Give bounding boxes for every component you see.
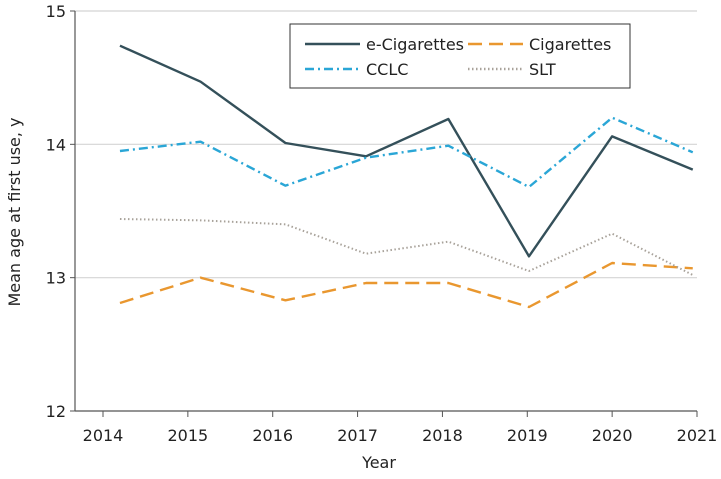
x-tick-label: 2020 [592, 426, 633, 445]
x-axis-label: Year [361, 453, 396, 472]
series-line-cigarettes [120, 263, 693, 307]
y-tick-label: 13 [46, 269, 66, 288]
legend-label: e-Cigarettes [366, 35, 464, 54]
x-tick-label: 2016 [252, 426, 293, 445]
y-tick-label: 14 [46, 135, 66, 154]
x-tick-label: 2018 [422, 426, 463, 445]
y-axis-label: Mean age at first use, y [5, 117, 24, 306]
legend: e-Cigarettes Cigarettes CCLC SLT [290, 24, 630, 88]
series-line-cclc [120, 118, 693, 187]
y-tick-label: 12 [46, 402, 66, 421]
x-tick-label: 2014 [83, 426, 124, 445]
legend-label: SLT [529, 60, 556, 79]
x-tick-label: 2017 [337, 426, 378, 445]
x-tick-label: 2015 [167, 426, 208, 445]
x-tick-label: 2021 [677, 426, 718, 445]
legend-label: CCLC [366, 60, 408, 79]
legend-label: Cigarettes [529, 35, 611, 54]
x-tick-label: 2019 [507, 426, 548, 445]
y-tick-label: 15 [46, 2, 66, 21]
